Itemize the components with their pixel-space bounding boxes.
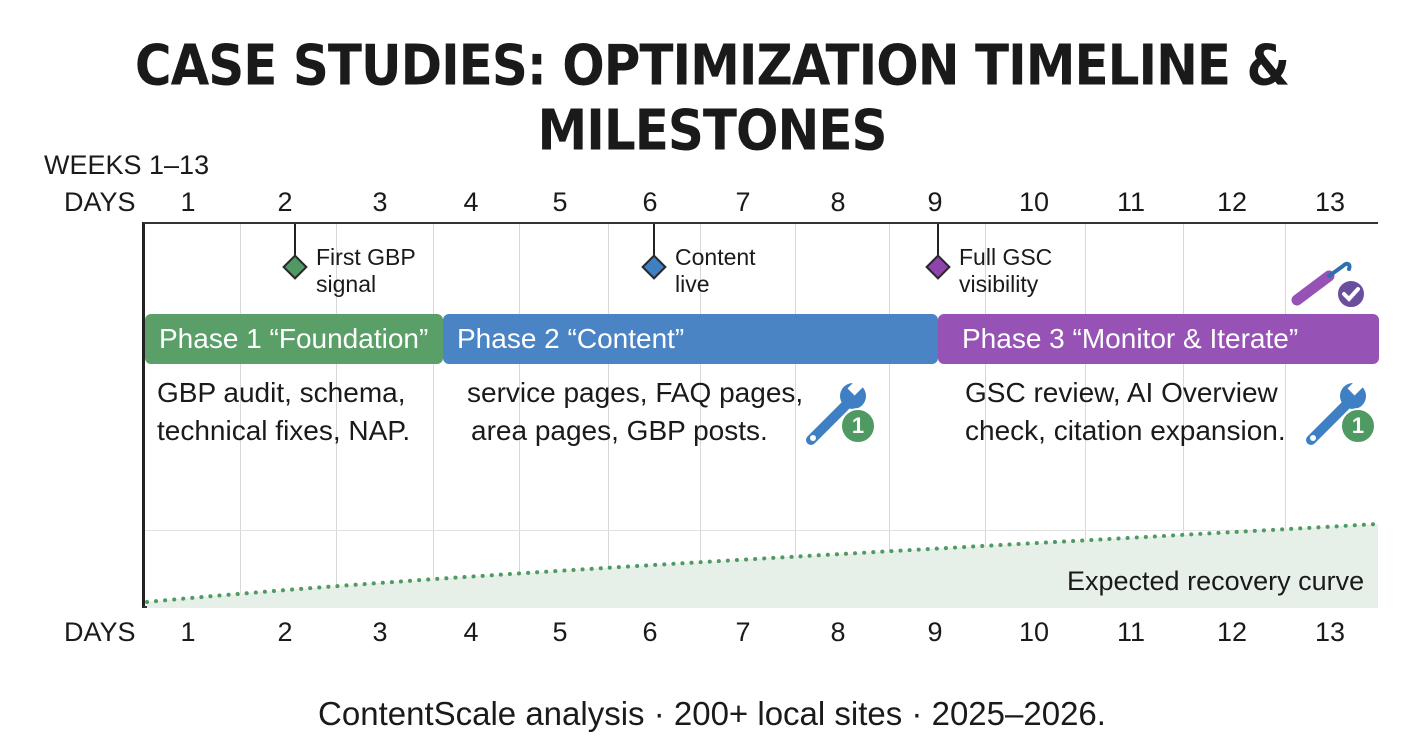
milestone-3-stem — [937, 224, 939, 256]
bottom-tick-10: 10 — [1018, 617, 1050, 647]
phase-2-desc-line-2: area pages, GBP posts. — [471, 415, 768, 446]
top-tick-2: 2 — [277, 187, 293, 217]
recovery-area — [147, 524, 1378, 608]
milestone-3-label: Full GSC visibility — [959, 244, 1052, 298]
top-tick-12: 12 — [1216, 187, 1248, 217]
phase-2-bar: Phase 2 “Content” — [443, 314, 938, 364]
number-badge: 1 — [1340, 408, 1376, 444]
wrench-badge-phase-2: 1 — [801, 378, 877, 450]
bottom-tick-8: 8 — [830, 617, 846, 647]
top-tick-11: 11 — [1116, 187, 1146, 217]
phase-1-bar: Phase 1 “Foundation” — [145, 314, 443, 364]
milestone-2-line-2: live — [675, 271, 710, 297]
bottom-tick-12: 12 — [1216, 617, 1248, 647]
gridline — [1183, 224, 1184, 606]
top-tick-13: 13 — [1314, 187, 1346, 217]
phase-3-description: GSC review, AI Overview check, citation … — [965, 374, 1286, 450]
phase-2-desc-line-1: service pages, FAQ pages, — [467, 377, 804, 408]
milestone-2-label: Content live — [675, 244, 756, 298]
gridline — [240, 224, 241, 606]
bottom-tick-1: 1 — [180, 617, 196, 647]
footnote: ContentScale analysis · 200+ local sites… — [318, 695, 1106, 732]
top-tick-5: 5 — [552, 187, 568, 217]
bottom-tick-13: 13 — [1314, 617, 1346, 647]
milestone-3-line-1: Full GSC — [959, 244, 1053, 270]
bottom-tick-9: 9 — [927, 617, 943, 647]
top-tick-6: 6 — [642, 187, 658, 217]
top-tick-4: 4 — [463, 187, 479, 217]
recovery-line — [145, 522, 1378, 604]
phase-3-desc-line-1: GSC review, AI Overview — [965, 377, 1278, 408]
milestone-1-line-1: First GBP — [316, 244, 416, 270]
curve-gridline — [145, 530, 1378, 531]
gridline — [1285, 224, 1286, 606]
wrench-badge-phase-3: 1 — [1301, 378, 1377, 450]
wrench-icon — [1306, 378, 1366, 445]
bottom-tick-5: 5 — [552, 617, 568, 647]
top-tick-7: 7 — [735, 187, 751, 217]
gridline — [795, 224, 796, 606]
top-tick-8: 8 — [830, 187, 846, 217]
bottom-tick-3: 3 — [372, 617, 388, 647]
gridline — [433, 224, 434, 606]
bottom-tick-6: 6 — [642, 617, 658, 647]
phase-1-desc-line-1: GBP audit, schema, — [157, 377, 406, 408]
wrench-icon — [806, 378, 866, 445]
milestone-1-line-2: signal — [316, 271, 377, 297]
phase-1-description: GBP audit, schema, technical fixes, NAP. — [157, 374, 410, 450]
milestone-2-line-1: Content — [675, 244, 756, 270]
bottom-tick-7: 7 — [735, 617, 751, 647]
bottom-tick-4: 4 — [463, 617, 479, 647]
top-axis-label: DAYS — [64, 187, 136, 217]
bottom-tick-11: 11 — [1116, 617, 1146, 647]
bottom-axis-label: DAYS — [64, 617, 136, 647]
gridline — [608, 224, 609, 606]
timeline-board: Expected recovery curve First GBP signal… — [142, 222, 1379, 608]
number-badge: 1 — [840, 408, 876, 444]
gridline — [889, 224, 890, 606]
weeks-label: WEEKS 1–13 — [44, 150, 210, 180]
milestone-1-stem — [294, 224, 296, 256]
phase-3-bar: Phase 3 “Monitor & Iterate” — [938, 314, 1379, 364]
gridline — [700, 224, 701, 606]
top-tick-3: 3 — [372, 187, 388, 217]
milestone-1-label: First GBP signal — [316, 244, 416, 298]
bottom-tick-2: 2 — [277, 617, 293, 647]
recovery-curve — [145, 522, 1378, 608]
milestone-3-line-2: visibility — [959, 271, 1039, 297]
gridline — [519, 224, 520, 606]
top-tick-9: 9 — [927, 187, 943, 217]
phase-1-desc-line-2: technical fixes, NAP. — [157, 415, 411, 446]
page-title: CASE STUDIES: OPTIMIZATION TIMELINE & MI… — [134, 33, 1290, 163]
phase-2-description: service pages, FAQ pages, area pages, GB… — [467, 374, 803, 450]
phase-3-desc-line-2: check, citation expansion. — [965, 415, 1286, 446]
gridline — [985, 224, 986, 606]
milestone-2-stem — [653, 224, 655, 256]
gridline — [1085, 224, 1086, 606]
top-tick-1: 1 — [180, 187, 196, 217]
gridline — [336, 224, 337, 606]
check-icon — [1291, 261, 1366, 308]
curve-label: Expected recovery curve — [1067, 566, 1365, 596]
top-tick-10: 10 — [1018, 187, 1050, 217]
